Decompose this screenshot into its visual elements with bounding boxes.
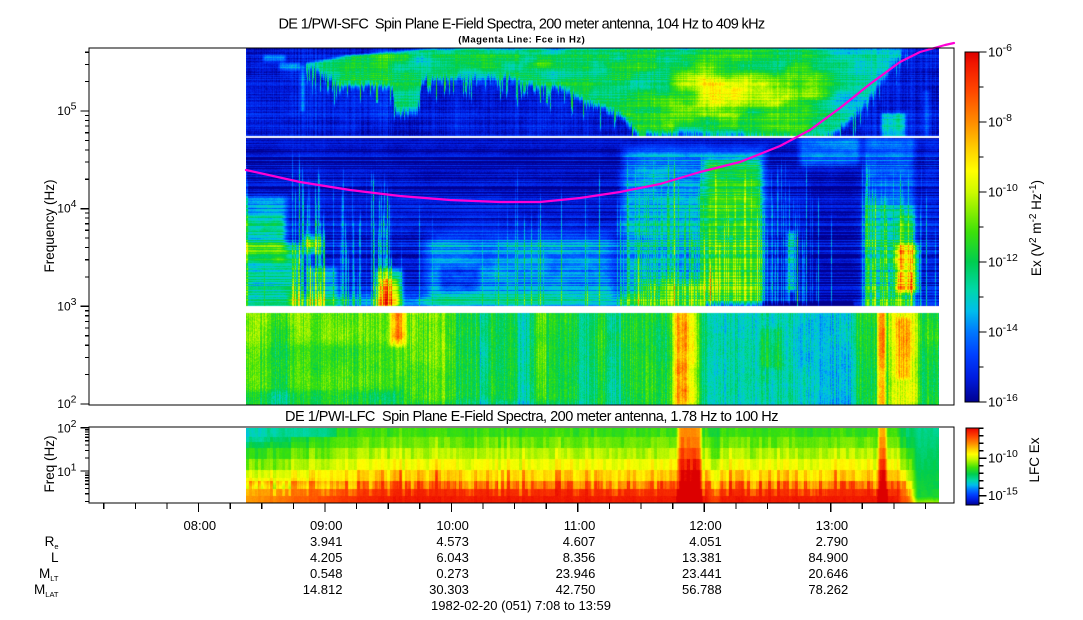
svg-text:4.051: 4.051	[689, 534, 722, 549]
svg-text:13:00: 13:00	[816, 518, 849, 533]
svg-text:4.205: 4.205	[310, 550, 343, 565]
svg-text:42.750: 42.750	[556, 582, 596, 597]
svg-text:(Magenta Line: Fce in Hz): (Magenta Line: Fce in Hz)	[458, 34, 585, 45]
svg-text:3.941: 3.941	[310, 534, 343, 549]
svg-text:56.788: 56.788	[682, 582, 722, 597]
svg-text:23.946: 23.946	[556, 566, 596, 581]
svg-text:102: 102	[57, 418, 76, 436]
svg-text:10-14: 10-14	[988, 322, 1018, 340]
svg-text:13.381: 13.381	[682, 550, 722, 565]
svg-text:6.043: 6.043	[436, 550, 469, 565]
svg-text:10-6: 10-6	[988, 42, 1012, 60]
svg-text:08:00: 08:00	[184, 518, 217, 533]
svg-text:4.573: 4.573	[436, 534, 469, 549]
svg-text:10-15: 10-15	[988, 486, 1018, 504]
svg-text:20.646: 20.646	[808, 566, 848, 581]
svg-text:09:00: 09:00	[310, 518, 343, 533]
svg-text:Frequency (Hz): Frequency (Hz)	[42, 179, 57, 272]
svg-text:10:00: 10:00	[436, 518, 469, 533]
svg-text:10-16: 10-16	[988, 392, 1018, 410]
svg-text:10-10: 10-10	[988, 182, 1018, 200]
svg-text:103: 103	[57, 296, 76, 314]
svg-text:Re: Re	[45, 534, 59, 551]
svg-text:11:00: 11:00	[564, 518, 596, 533]
svg-text:MLAT: MLAT	[34, 582, 59, 599]
svg-text:DE 1/PWI-LFC Spin Plane E-Fie: DE 1/PWI-LFC Spin Plane E-Field Spectra,…	[285, 409, 778, 425]
svg-text:1982-02-20 (051) 7:08 to 13:59: 1982-02-20 (051) 7:08 to 13:59	[431, 598, 611, 613]
svg-text:10-8: 10-8	[988, 112, 1012, 130]
svg-text:Ex (V2 m-2 Hz-1): Ex (V2 m-2 Hz-1)	[1028, 180, 1044, 276]
svg-text:DE 1/PWI-SFC Spin Plane E-Fie: DE 1/PWI-SFC Spin Plane E-Field Spectra,…	[278, 17, 764, 33]
svg-text:84.900: 84.900	[808, 550, 848, 565]
svg-text:MLT: MLT	[39, 566, 59, 583]
svg-text:23.441: 23.441	[682, 566, 722, 581]
svg-text:104: 104	[57, 198, 76, 216]
svg-text:30.303: 30.303	[429, 582, 469, 597]
svg-text:101: 101	[57, 462, 76, 480]
svg-text:2.790: 2.790	[816, 534, 849, 549]
svg-text:12:00: 12:00	[689, 518, 722, 533]
svg-text:4.607: 4.607	[563, 534, 596, 549]
svg-text:LFC Ex: LFC Ex	[1027, 437, 1042, 482]
svg-text:10-10: 10-10	[988, 448, 1018, 466]
svg-text:L: L	[51, 550, 59, 565]
svg-text:78.262: 78.262	[808, 582, 848, 597]
svg-text:0.273: 0.273	[436, 566, 469, 581]
svg-text:105: 105	[57, 100, 76, 118]
svg-text:102: 102	[57, 394, 76, 412]
svg-text:14.812: 14.812	[303, 582, 343, 597]
svg-text:8.356: 8.356	[563, 550, 596, 565]
svg-text:10-12: 10-12	[988, 252, 1018, 270]
svg-text:0.548: 0.548	[310, 566, 343, 581]
svg-text:Freq (Hz): Freq (Hz)	[42, 436, 57, 493]
